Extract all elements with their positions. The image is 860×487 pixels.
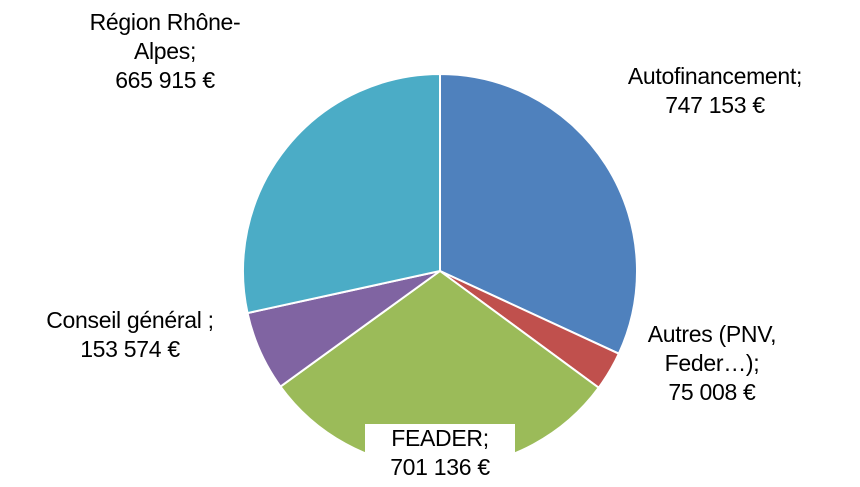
- category-label: FEADER;: [391, 425, 489, 451]
- value-label: 747 153 €: [665, 92, 765, 118]
- value-label: 665 915 €: [115, 67, 215, 93]
- pie-slice: [439, 72, 638, 355]
- data-label: Autofinancement; 747 153 €: [585, 62, 845, 120]
- pie-slice: [242, 72, 441, 315]
- data-label: Conseil général ; 153 574 €: [0, 306, 260, 364]
- data-label: Autres (PNV, Feder…); 75 008 €: [612, 320, 812, 407]
- value-label: 701 136 €: [390, 454, 490, 480]
- category-label: Région Rhône-Alpes;: [89, 9, 241, 64]
- value-label: 75 008 €: [668, 379, 756, 405]
- category-label: Autofinancement;: [627, 63, 803, 89]
- data-label: FEADER; 701 136 €: [365, 424, 515, 482]
- data-label: Région Rhône-Alpes; 665 915 €: [60, 8, 270, 95]
- value-label: 153 574 €: [80, 336, 180, 362]
- category-label: Conseil général ;: [46, 307, 214, 333]
- category-label: Autres (PNV, Feder…);: [647, 321, 777, 376]
